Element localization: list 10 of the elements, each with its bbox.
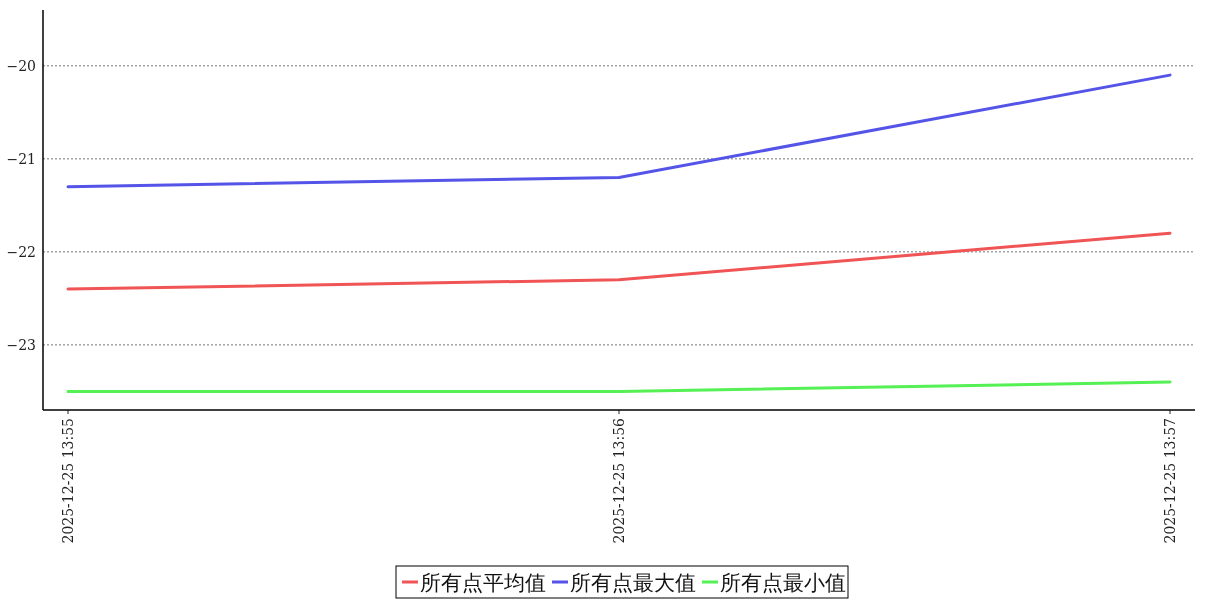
y-tick-label: −21	[6, 150, 36, 167]
legend-label: 所有点平均值	[420, 571, 546, 595]
y-tick-label: −23	[6, 336, 36, 353]
y-tick-label: −22	[6, 243, 36, 260]
x-tick-label: 2025-12-25 13:57	[1162, 418, 1178, 544]
legend-label: 所有点最小值	[720, 571, 846, 595]
legend-label: 所有点最大值	[570, 571, 696, 595]
y-tick-label: −20	[6, 57, 36, 74]
x-tick-label: 2025-12-25 13:56	[611, 417, 627, 544]
x-tick-label: 2025-12-25 13:55	[60, 418, 76, 544]
